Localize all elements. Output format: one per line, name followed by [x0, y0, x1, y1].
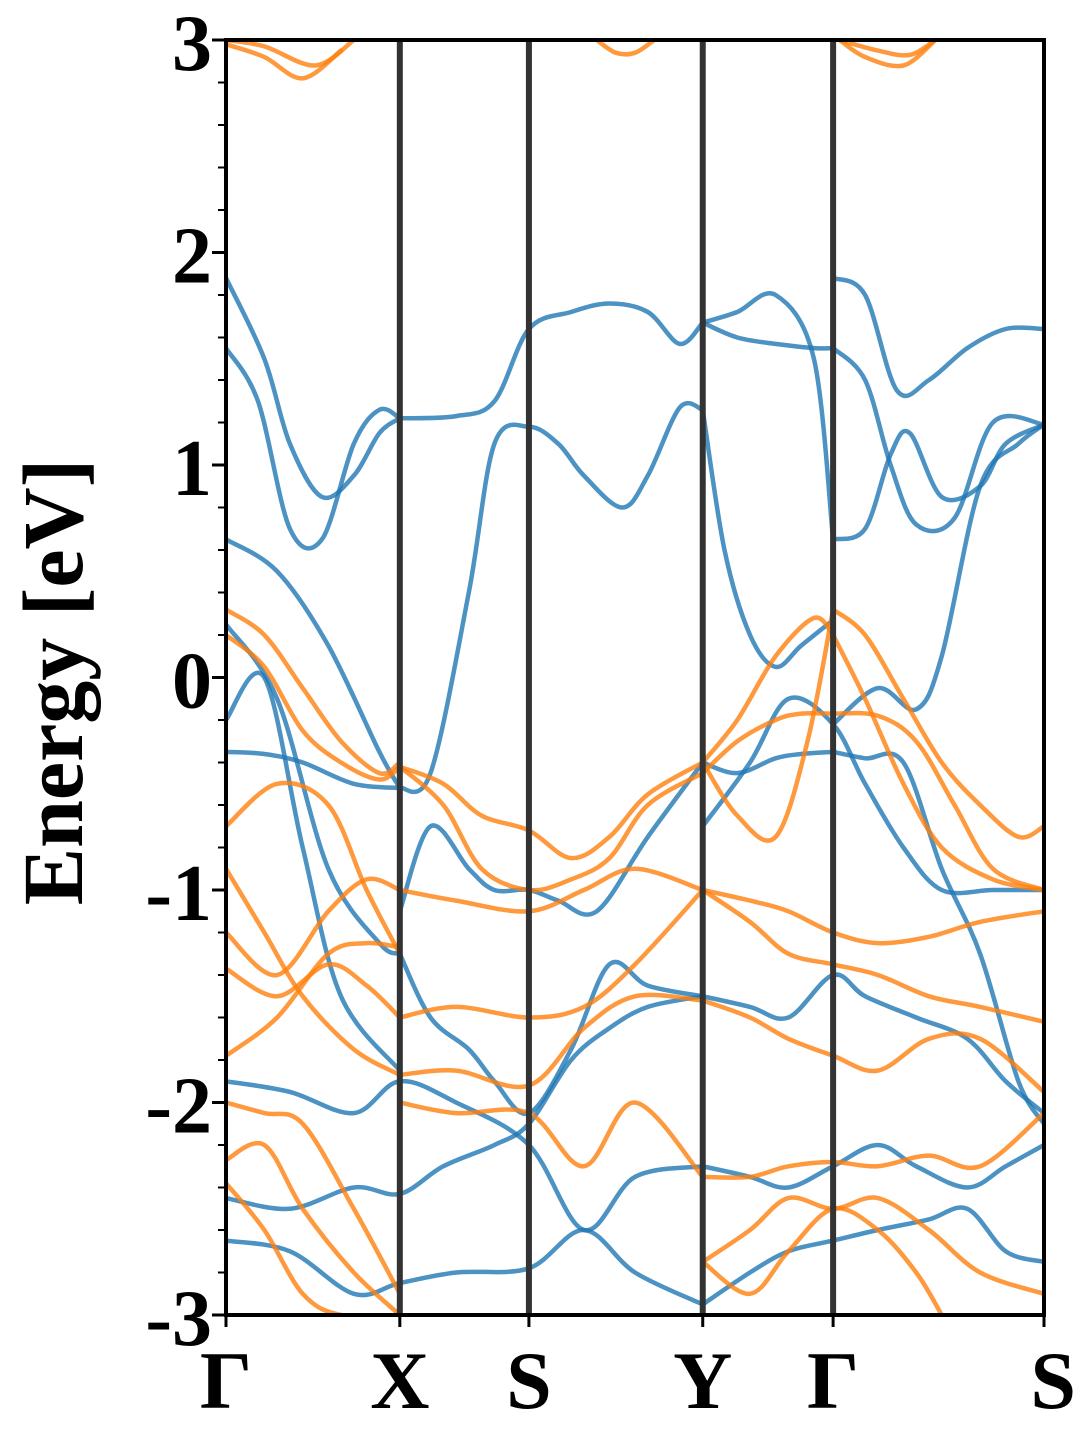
band-line-46	[700, 887, 1044, 946]
band-line-2	[226, 345, 403, 551]
band-line-12	[830, 422, 1044, 727]
x-tick-label: Γ	[807, 1335, 859, 1426]
band-line-18	[700, 749, 836, 776]
band-line-41	[397, 866, 705, 914]
band-line-23	[226, 1227, 705, 1307]
band-line-24	[700, 1142, 1044, 1190]
band-line-49	[700, 1110, 1044, 1180]
band-line-1	[226, 275, 403, 501]
x-tick-label: Γ	[200, 1335, 252, 1426]
y-tick-label: 1	[172, 425, 212, 513]
band-line-43	[226, 962, 403, 1020]
band-line-26	[700, 972, 1044, 1116]
band-line-40	[397, 887, 705, 1020]
band-line-52	[226, 1181, 403, 1315]
band-line-48	[700, 998, 1044, 1095]
band-line-6	[700, 407, 836, 670]
band-line-38	[226, 866, 403, 1078]
band-line-42	[226, 876, 403, 978]
band-line-39	[397, 992, 705, 1090]
band-line-9	[830, 275, 1044, 399]
y-axis-title: Energy [eV]	[5, 459, 101, 906]
high-symmetry-lines	[396, 40, 837, 1315]
band-line-25	[700, 1205, 1044, 1307]
band-line-45	[397, 1100, 705, 1180]
band-line-21	[226, 1079, 705, 1233]
band-line-27	[226, 607, 403, 776]
band-line-50	[226, 1100, 403, 1297]
band-line-14	[226, 670, 403, 1073]
band-line-11	[830, 345, 1044, 534]
band-line-19	[700, 695, 1044, 896]
band-line-36	[830, 632, 1044, 893]
band-line-29	[397, 760, 705, 861]
y-tick-label: -2	[145, 1063, 212, 1151]
x-tick-label: S	[1030, 1335, 1076, 1426]
y-tick-label: 2	[172, 213, 212, 301]
x-tick-label: Y	[673, 1335, 732, 1426]
band-line-20	[830, 749, 1044, 1127]
band-line-35	[830, 710, 1044, 893]
band-line-30	[397, 764, 705, 893]
y-axis-ticks: -3 -2 -1 0 1 2 3	[145, 0, 226, 1363]
band-line-10	[830, 422, 1044, 542]
band-line-5	[397, 400, 705, 795]
y-tick-label: 0	[172, 638, 212, 726]
band-line-51	[226, 1140, 403, 1315]
band-line-31	[700, 710, 836, 776]
x-tick-label: S	[506, 1335, 552, 1426]
x-tick-label: X	[370, 1335, 429, 1426]
plot-frame	[224, 38, 1046, 1317]
band-line-55	[226, 42, 344, 81]
band-line-47	[700, 887, 1044, 1025]
band-line-57	[594, 40, 657, 57]
band-line-4	[226, 537, 403, 791]
band-line-34	[830, 607, 1044, 840]
band-line-28	[226, 632, 403, 782]
band-line-44	[226, 940, 403, 1059]
y-tick-label: 3	[172, 0, 212, 88]
y-tick-label: -3	[145, 1275, 212, 1363]
band-line-3	[397, 301, 705, 421]
y-tick-label: -1	[145, 850, 212, 938]
band-line-7	[700, 320, 836, 351]
band-line-58	[837, 40, 938, 69]
band-line-8	[700, 291, 836, 542]
band-line-37	[226, 780, 403, 957]
band-line-22	[226, 994, 705, 1212]
band-line-59	[837, 40, 938, 58]
band-line-32	[700, 607, 836, 843]
band-line-56	[226, 40, 357, 68]
band-lines	[226, 40, 1044, 1315]
band-line-13	[226, 749, 403, 791]
band-line-53	[700, 1195, 1044, 1297]
band-line-33	[700, 615, 836, 765]
